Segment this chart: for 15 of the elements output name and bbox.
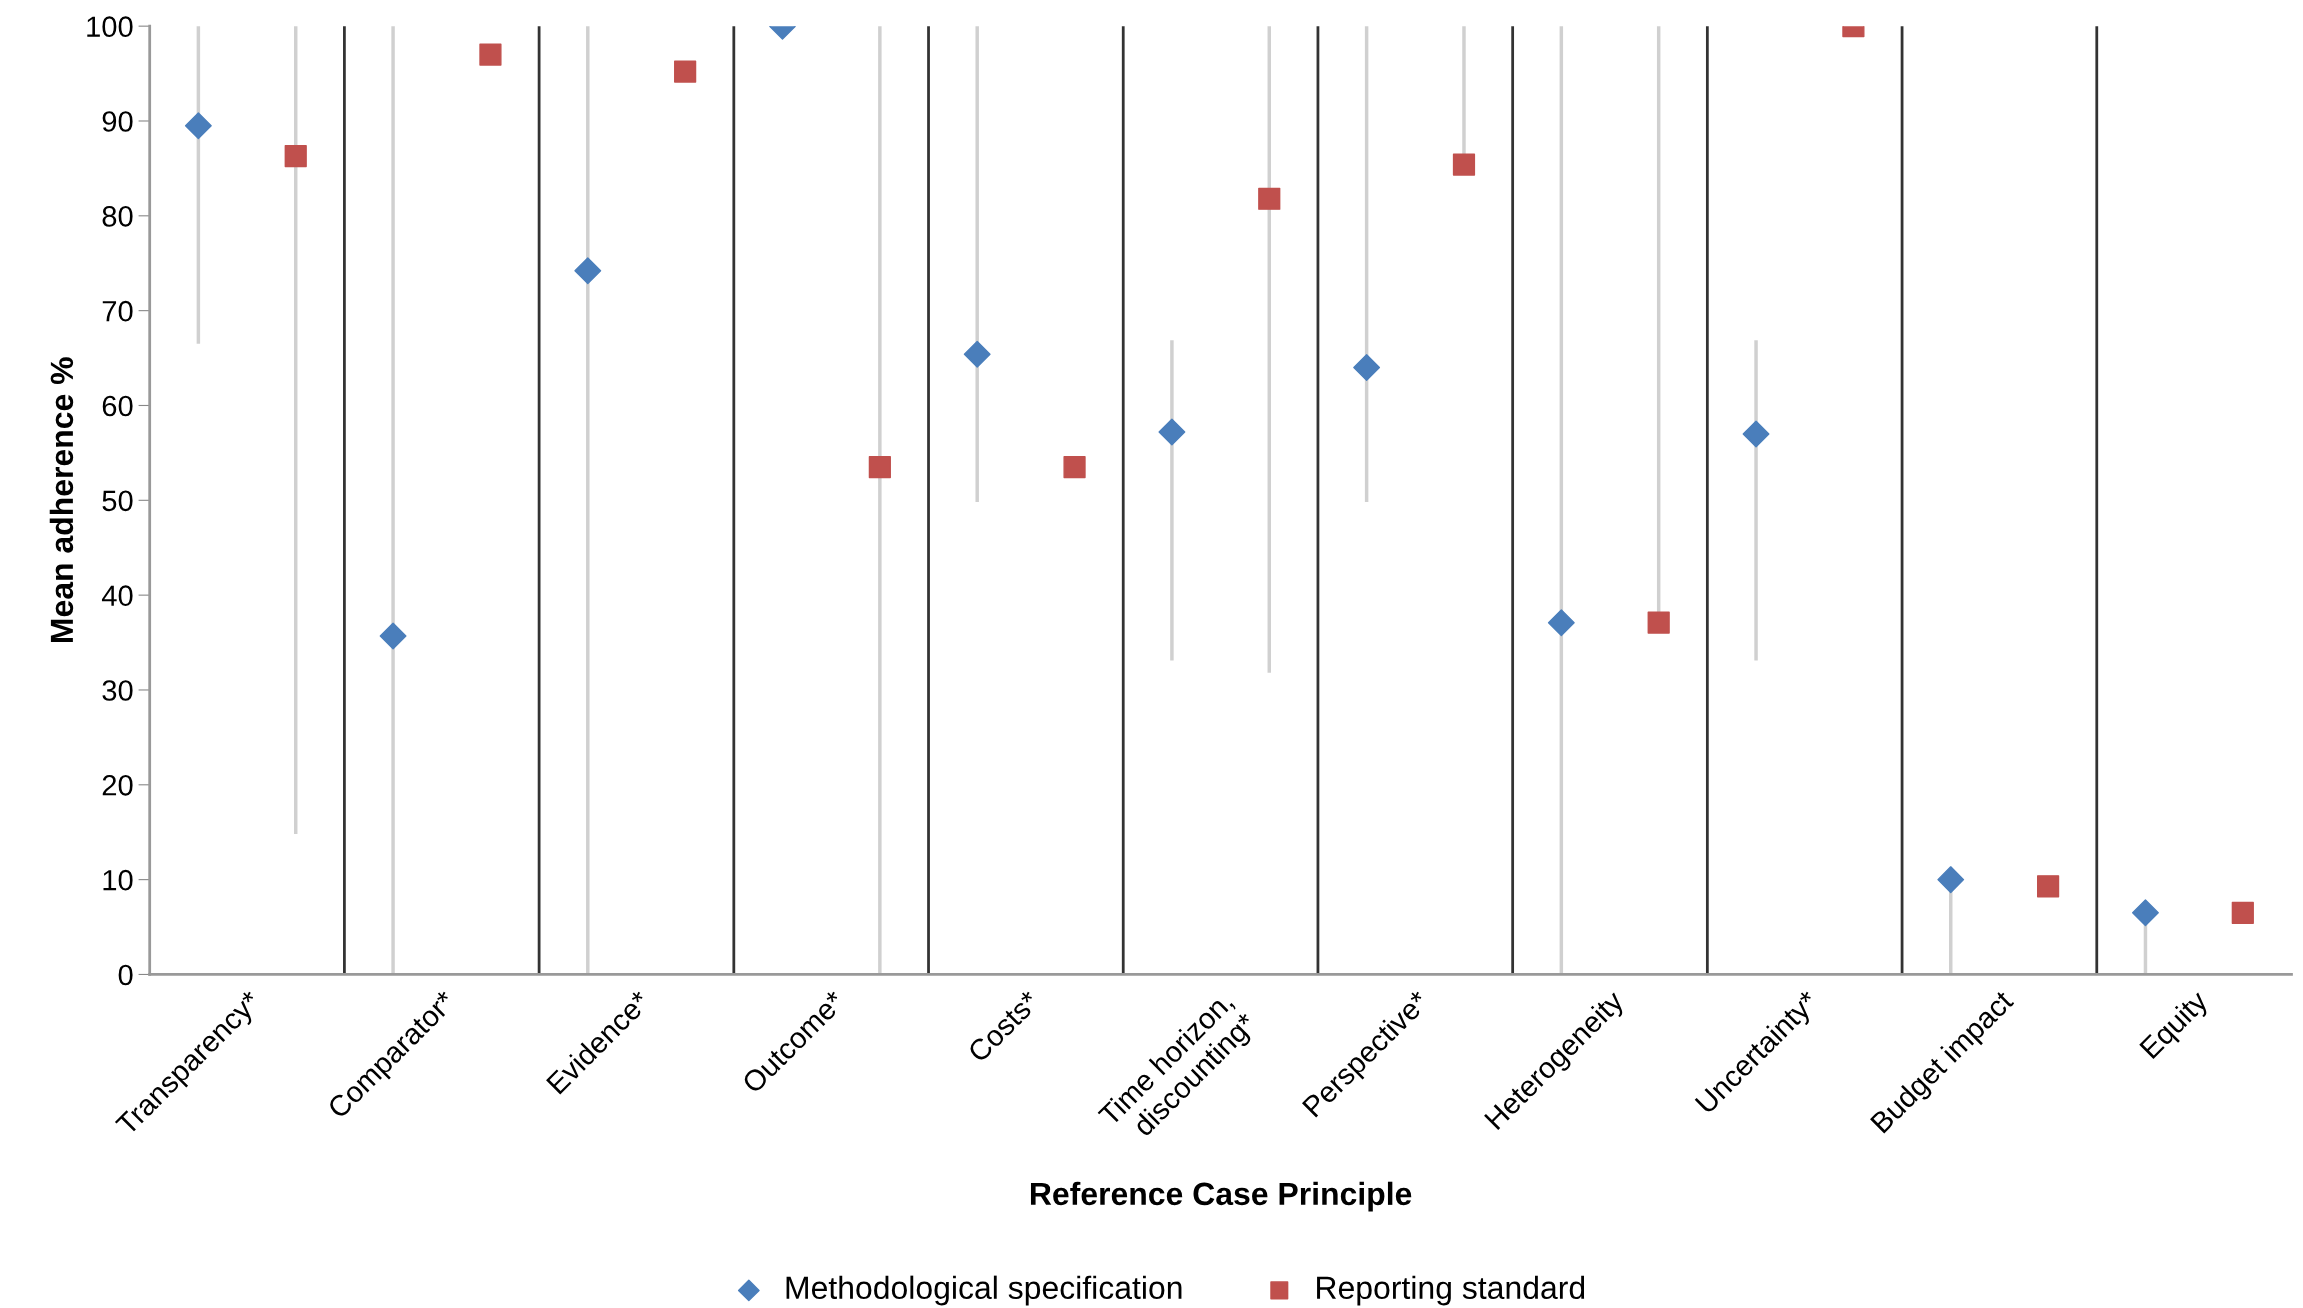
y-tick-label: 90 [102,111,133,132]
y-tick-label: 60 [102,395,133,417]
legend-label: Methodological specification [786,1275,1182,1306]
y-tick-label: 40 [101,585,133,606]
y-tick-label: 10 [103,869,133,891]
y-tick-label: 30 [102,680,133,701]
y-axis-title: Mean adherence % [49,357,74,642]
y-tick-label: 100 [87,16,133,38]
y-tick-label: 0 [118,964,133,986]
y-tick-label: 80 [102,206,133,227]
y-tick-label: 70 [102,300,133,322]
y-tick-label: 20 [102,775,133,796]
legend-label: Reporting standard [1317,1275,1585,1306]
x-axis-title: Reference Case Principle [1030,1181,1412,1212]
y-tick-label: 50 [102,490,133,512]
